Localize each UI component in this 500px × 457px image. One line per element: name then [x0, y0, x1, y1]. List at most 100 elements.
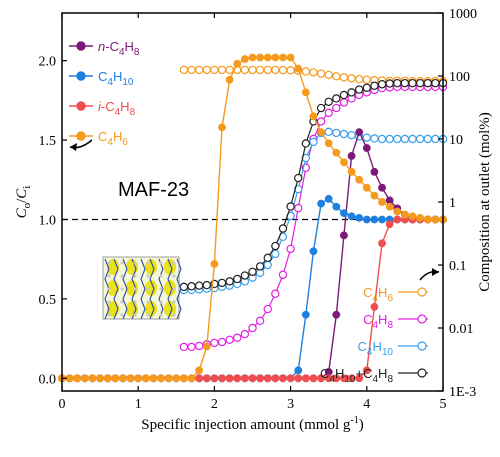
composition-point — [332, 72, 341, 81]
inset-bond — [113, 258, 119, 320]
breakthrough-point — [279, 374, 287, 383]
legend-swatch-marker — [76, 71, 86, 81]
composition-point — [339, 73, 349, 82]
x-axis-label: Specific injection amount (mmol g-1) — [141, 415, 363, 433]
composition-point — [347, 74, 356, 83]
inset-atom — [120, 274, 124, 278]
breakthrough-point — [248, 53, 257, 62]
composition-series-C4H8 — [179, 82, 448, 352]
inset-atom — [133, 313, 137, 317]
inset-pore — [126, 301, 138, 317]
composition-point — [423, 134, 432, 144]
breakthrough-point — [233, 374, 242, 383]
legend-right-item: C4H6 — [363, 285, 428, 304]
x-tick-label: 1 — [135, 397, 142, 412]
composition-point — [309, 137, 318, 147]
annotation-maf23: MAF-23 — [118, 179, 189, 201]
breakthrough-point — [271, 374, 280, 383]
composition-point — [248, 267, 257, 276]
legend-swatch-marker — [76, 41, 86, 51]
composition-point — [179, 342, 189, 352]
composition-point — [194, 65, 204, 75]
inset-atom — [172, 287, 176, 291]
y-left-axis-label: Co/Ci — [14, 186, 33, 219]
breakthrough-point — [157, 374, 165, 383]
inset-atom — [133, 287, 137, 291]
breakthrough-point — [103, 374, 112, 383]
breakthrough-point — [73, 374, 82, 383]
inset-atom — [120, 300, 124, 304]
y-right-tick-label: 100 — [449, 70, 470, 85]
breakthrough-point — [164, 374, 173, 383]
composition-point — [324, 97, 333, 106]
composition-point — [431, 134, 440, 144]
legend-left: n-C4H8 C4H10 i-C4H8 C4H6 — [69, 39, 140, 148]
composition-point — [370, 81, 379, 90]
breakthrough-point — [370, 191, 379, 200]
breakthrough-point — [340, 231, 348, 240]
composition-point — [332, 94, 341, 103]
legend-label: n-C4H8 — [98, 39, 140, 58]
composition-point — [415, 134, 425, 144]
composition-point — [400, 78, 410, 88]
legend-label: C4H8 — [363, 312, 393, 331]
inset-atom — [107, 287, 111, 291]
composition-point — [278, 65, 288, 75]
breakthrough-point — [393, 207, 402, 216]
inset-atom — [107, 261, 111, 265]
breakthrough-point — [80, 374, 89, 383]
inset-atom — [146, 287, 150, 291]
composition-point — [202, 65, 211, 75]
y-right-tick-label: 0.1 — [449, 259, 467, 274]
breakthrough-point — [248, 374, 257, 383]
inset-atom — [133, 274, 137, 278]
breakthrough-point — [134, 374, 143, 383]
composition-point — [179, 65, 189, 75]
y-right-tick-label: 10 — [449, 133, 463, 148]
composition-point — [377, 80, 387, 89]
y-right-tick-label: 1 — [449, 196, 456, 211]
inset-atom — [159, 313, 163, 317]
breakthrough-point — [263, 374, 272, 383]
composition-point — [408, 134, 417, 144]
x-tick-label: 2 — [211, 397, 218, 412]
breakthrough-point — [263, 53, 272, 62]
breakthrough-point — [332, 310, 341, 319]
composition-point — [271, 241, 280, 251]
legend-swatch-marker — [417, 341, 427, 351]
legend-left-item: n-C4H8 — [69, 39, 140, 58]
composition-point — [217, 65, 227, 75]
breakthrough-point — [347, 374, 356, 383]
legend-label: i-C4H8 — [98, 99, 136, 118]
inset-bond — [140, 258, 146, 320]
breakthrough-point — [340, 158, 348, 167]
composition-point — [370, 134, 379, 143]
x-tick-label: 5 — [440, 397, 447, 412]
breakthrough-point — [317, 374, 325, 383]
composition-point — [347, 88, 356, 97]
breakthrough-point — [378, 239, 386, 248]
breakthrough-point — [218, 123, 226, 132]
breakthrough-point — [210, 260, 219, 268]
axes-layer: 0 1 2 3 4 5 0.0 0.5 1.0 1.5 2.0 1E-3 0.01 0.1 1 10 100 10… — [14, 7, 493, 433]
composition-point — [210, 338, 219, 348]
breakthrough-point — [370, 167, 379, 176]
inset-atom — [159, 300, 163, 304]
left-axis-arrowhead — [70, 143, 77, 151]
breakthrough-series-C4H6 — [58, 53, 447, 383]
breakthrough-point — [324, 374, 333, 383]
inset-atom — [159, 261, 163, 265]
inset-bond — [122, 258, 128, 320]
legend-swatch-marker — [76, 101, 86, 111]
composition-point — [240, 329, 250, 339]
composition-point — [400, 134, 410, 144]
inset-atom — [172, 274, 176, 278]
composition-point — [187, 282, 196, 291]
composition-point — [324, 70, 333, 80]
legend-label: C4H10 — [358, 339, 394, 358]
legend-label: C4H6 — [98, 129, 128, 148]
inset-atom — [146, 261, 150, 265]
svg-text:Co/Ci: Co/Ci — [14, 186, 33, 219]
breakthrough-point — [324, 139, 333, 148]
composition-point — [362, 75, 371, 85]
